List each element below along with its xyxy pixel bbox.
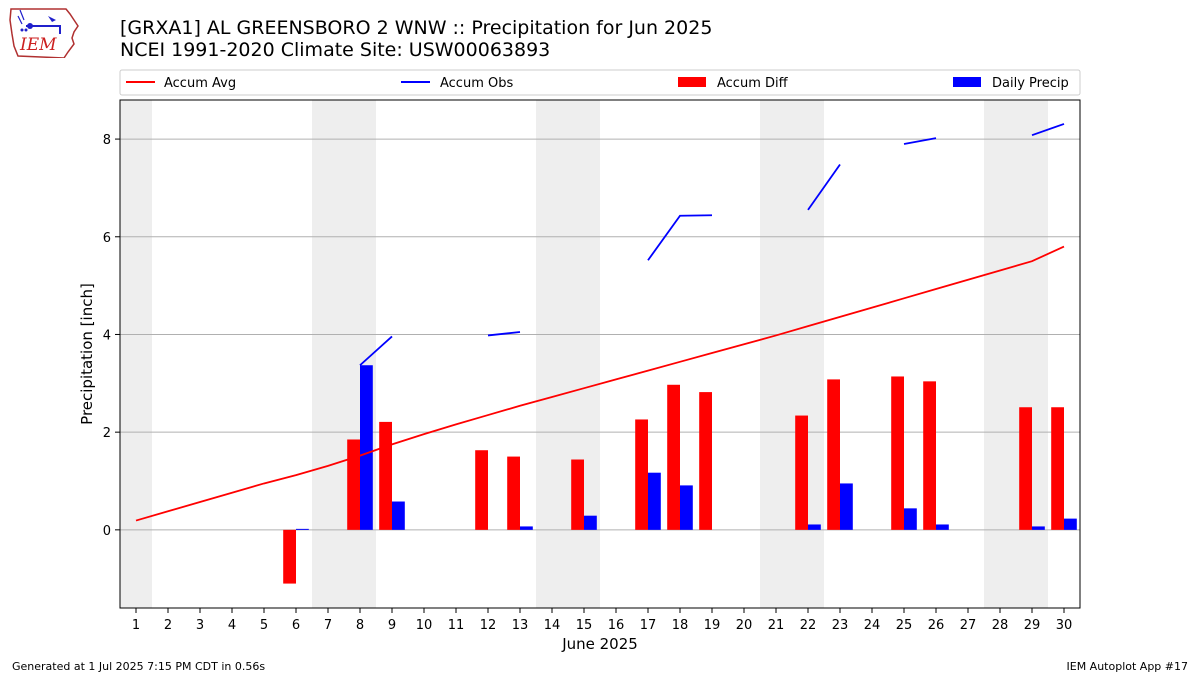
x-tick-label: 20 <box>736 618 753 633</box>
x-tick-label: 24 <box>864 618 881 633</box>
logo-text: IEM <box>19 35 57 55</box>
accum-diff-bar <box>923 381 936 530</box>
accum-obs-line <box>359 335 393 366</box>
daily-precip-bar <box>904 508 917 530</box>
accum-obs-line <box>487 331 521 337</box>
accum-diff-bar <box>283 529 296 584</box>
accum-diff-bar <box>507 456 520 530</box>
x-tick-label: 4 <box>228 618 236 633</box>
daily-precip-bar <box>648 472 661 530</box>
iem-iowa-map-logo-icon: IEM <box>9 8 79 59</box>
footer-app-id: IEM Autoplot App #17 <box>1066 660 1189 673</box>
legend-box <box>119 69 1081 96</box>
x-tick-label: 6 <box>292 618 300 633</box>
x-tick-label: 29 <box>1024 618 1041 633</box>
accum-obs-line <box>647 214 713 261</box>
x-tick-label: 3 <box>196 618 204 633</box>
x-tick-label: 10 <box>416 618 433 633</box>
y-tick-label: 4 <box>103 328 111 343</box>
x-tick-label: 30 <box>1056 618 1073 633</box>
daily-precip-bar <box>840 483 853 530</box>
x-tick-label: 5 <box>260 618 268 633</box>
x-tick-label: 26 <box>928 618 945 633</box>
daily-precip-bar <box>1064 518 1077 530</box>
y-tick-label: 0 <box>103 524 111 539</box>
x-tick-label: 14 <box>544 618 561 633</box>
accum-diff-bar <box>891 376 904 530</box>
x-tick-label: 15 <box>576 618 593 633</box>
y-tick-label: 8 <box>103 133 111 148</box>
accum-diff-bar <box>571 459 584 530</box>
weekend-shading <box>120 100 1048 608</box>
legend-label-avg: Accum Avg <box>164 76 236 91</box>
x-tick-label: 9 <box>388 618 396 633</box>
accum-diff-bar <box>667 384 680 530</box>
y-tick-label: 6 <box>103 231 111 246</box>
daily-precip-bar <box>808 524 821 530</box>
legend-label-diff: Accum Diff <box>717 76 789 91</box>
x-tick-label: 16 <box>608 618 625 633</box>
accum-avg-line <box>135 245 1065 522</box>
accum-obs-line <box>807 163 841 211</box>
x-tick-label: 25 <box>896 618 913 633</box>
x-tick-label: 2 <box>164 618 172 633</box>
chart-title-line1: [GRXA1] AL GREENSBORO 2 WNW :: Precipita… <box>120 17 713 39</box>
iem-logo: IEM <box>8 6 80 62</box>
accum-diff-bar <box>635 419 648 530</box>
daily-precip-bar <box>360 365 373 530</box>
x-tick-label: 18 <box>672 618 689 633</box>
legend-swatch-diff <box>678 77 706 87</box>
x-tick-label: 28 <box>992 618 1009 633</box>
accum-diff-bar <box>475 450 488 530</box>
y-tick-label: 2 <box>103 426 111 441</box>
x-tick-label: 11 <box>448 618 465 633</box>
accum-obs-line <box>1031 123 1065 137</box>
x-tick-label: 17 <box>640 618 657 633</box>
weekend-shade-band <box>312 100 376 608</box>
y-axis-label: Precipitation [inch] <box>78 283 96 425</box>
accum-lines <box>135 123 1065 522</box>
daily-precip-bar <box>520 526 533 530</box>
accum-diff-bar <box>699 392 712 530</box>
weekend-shade-band <box>760 100 824 608</box>
chart-title-line2: NCEI 1991-2020 Climate Site: USW00063893 <box>120 39 551 61</box>
weekend-shade-band <box>984 100 1048 608</box>
x-tick-label: 21 <box>768 618 785 633</box>
x-tick-label: 8 <box>356 618 364 633</box>
grid-lines <box>120 138 1080 531</box>
footer-generated-info: Generated at 1 Jul 2025 7:15 PM CDT in 0… <box>12 660 266 673</box>
x-tick-label: 12 <box>480 618 497 633</box>
accum-diff-bar <box>379 421 392 530</box>
daily-precip-bar <box>680 485 693 530</box>
daily-precip-bar <box>584 515 597 530</box>
weekend-shade-band <box>536 100 600 608</box>
x-tick-label: 27 <box>960 618 977 633</box>
plot-frame <box>119 99 1081 609</box>
weekend-shade-band <box>120 100 152 608</box>
accum-diff-bar <box>1019 407 1032 530</box>
accum-diff-bar <box>1051 407 1064 530</box>
x-tick-label: 22 <box>800 618 817 633</box>
accum-diff-bar <box>795 415 808 530</box>
legend-swatch-daily <box>953 77 981 87</box>
accum-obs-line <box>903 137 937 145</box>
x-axis-label: June 2025 <box>561 635 638 653</box>
legend-label-obs: Accum Obs <box>440 76 513 91</box>
daily-precip-bar <box>1032 526 1045 530</box>
x-tick-label: 23 <box>832 618 849 633</box>
legend: Accum Avg Accum Obs Accum Diff Daily Precip <box>119 69 1081 96</box>
x-tick-label: 1 <box>132 618 140 633</box>
legend-label-daily: Daily Precip <box>992 76 1069 91</box>
daily-precip-bar <box>296 528 309 530</box>
x-tick-label: 13 <box>512 618 529 633</box>
x-tick-label: 19 <box>704 618 721 633</box>
x-tick-label: 7 <box>324 618 332 633</box>
daily-precip-bar <box>936 524 949 530</box>
daily-precip-bar <box>392 501 405 530</box>
accum-diff-bar <box>827 379 840 530</box>
accum-diff-bar <box>347 439 360 530</box>
bars <box>283 365 1077 584</box>
